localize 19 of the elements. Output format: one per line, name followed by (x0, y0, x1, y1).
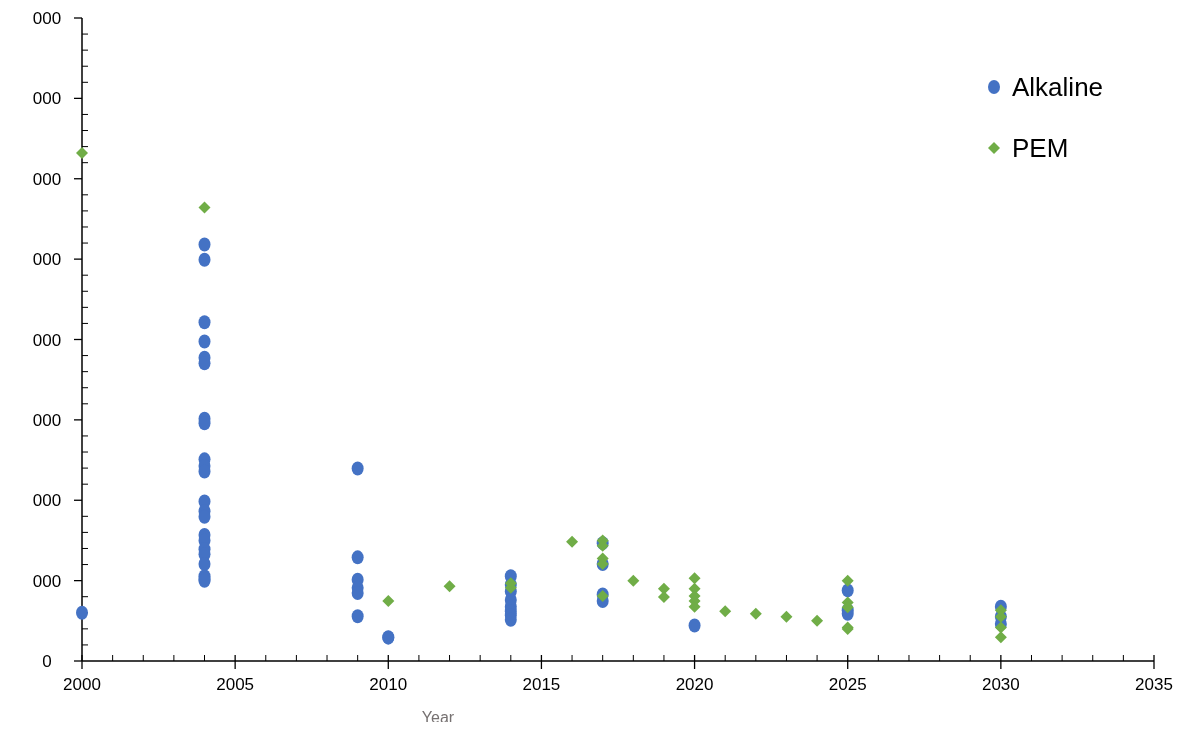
x-tick-label: 2005 (216, 675, 255, 694)
legend-label: PEM (1012, 133, 1069, 163)
text: 000 (32, 250, 62, 270)
text: 000 (32, 89, 62, 109)
text: 000 (32, 571, 62, 591)
x-tick-label: 2000 (63, 675, 101, 694)
x-tick-label: 2025 (828, 675, 867, 694)
text: 000 (32, 9, 62, 28)
legend-label: Alkaline (1012, 72, 1104, 102)
x-tick-label: 2035 (1135, 675, 1173, 694)
text: 000 (32, 169, 62, 189)
x-tick-label: 2020 (675, 675, 714, 694)
text: 000 (32, 491, 62, 511)
x-tick-label: 2015 (522, 675, 561, 694)
text: 000 (32, 330, 62, 350)
x-tick-label: 2010 (369, 675, 408, 694)
text: 0 (42, 652, 52, 671)
text: 000 (32, 410, 62, 430)
x-tick-label: 2030 (981, 675, 1020, 694)
